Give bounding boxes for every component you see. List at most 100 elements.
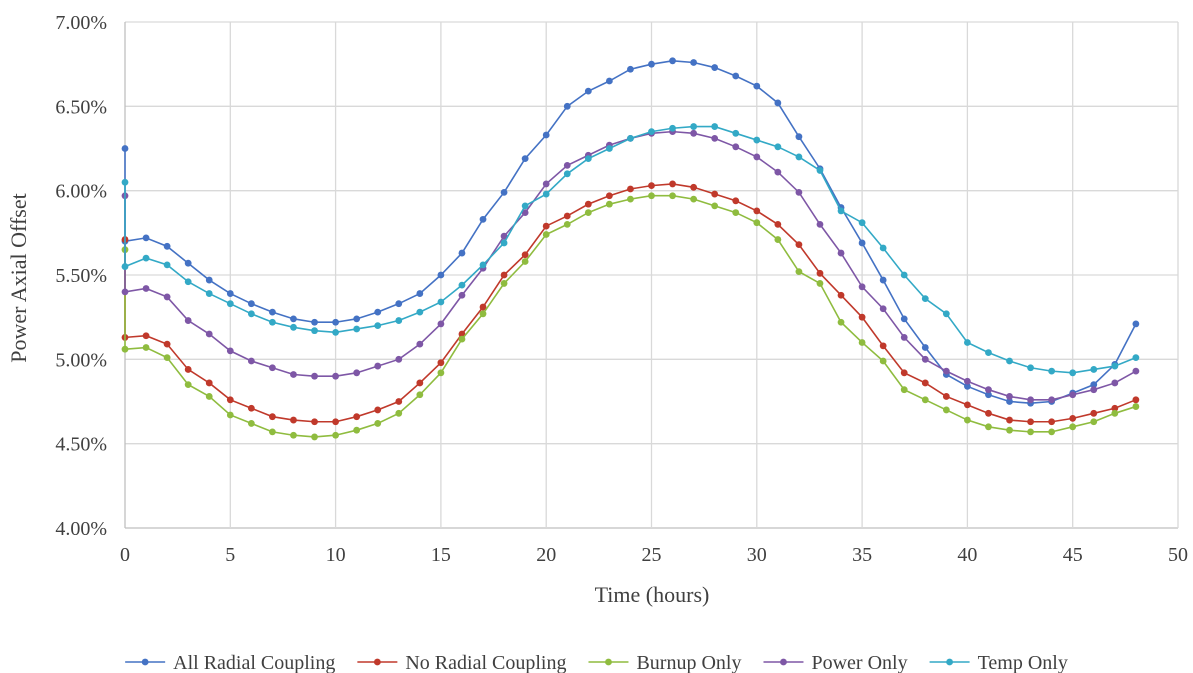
data-point-temp-only — [1006, 357, 1013, 365]
legend-item-burnup-only: Burnup Only — [588, 652, 741, 673]
data-point-all-radial-coupling — [479, 215, 487, 223]
data-point-temp-only — [753, 136, 761, 144]
data-point-no-radial-coupling — [837, 291, 845, 299]
data-point-all-radial-coupling — [311, 318, 318, 326]
data-point-no-radial-coupling — [479, 303, 487, 311]
data-point-temp-only — [627, 134, 634, 142]
data-point-temp-only — [942, 310, 950, 318]
data-point-burnup-only — [205, 393, 213, 400]
data-point-temp-only — [226, 300, 234, 308]
data-point-no-radial-coupling — [500, 271, 508, 279]
data-point-temp-only — [795, 153, 803, 161]
data-point-all-radial-coupling — [184, 259, 192, 267]
data-point-no-radial-coupling — [1048, 418, 1056, 426]
series-no-radial-coupling — [121, 180, 1140, 426]
data-point-burnup-only — [837, 318, 845, 326]
data-point-temp-only — [858, 219, 866, 227]
data-point-power-only — [269, 364, 276, 372]
data-point-no-radial-coupling — [648, 182, 655, 190]
data-point-no-radial-coupling — [563, 212, 571, 220]
data-point-no-radial-coupling — [858, 313, 866, 321]
data-point-burnup-only — [816, 280, 824, 287]
data-point-no-radial-coupling — [921, 379, 929, 387]
data-point-burnup-only — [858, 339, 866, 346]
legend-label: Burnup Only — [636, 652, 741, 673]
data-point-burnup-only — [142, 344, 150, 351]
legend-item-no-radial-coupling: No Radial Coupling — [357, 652, 566, 673]
data-point-burnup-only — [900, 386, 908, 394]
data-point-no-radial-coupling — [437, 359, 445, 367]
data-point-power-only — [985, 386, 992, 394]
data-point-all-radial-coupling — [690, 59, 698, 66]
data-point-no-radial-coupling — [1006, 416, 1013, 424]
data-point-power-only — [311, 372, 318, 380]
data-point-power-only — [711, 134, 719, 142]
data-point-temp-only — [353, 325, 361, 333]
data-point-all-radial-coupling — [732, 72, 740, 80]
data-point-temp-only — [458, 281, 466, 289]
data-point-temp-only — [416, 308, 424, 316]
data-point-burnup-only — [374, 420, 382, 427]
data-point-burnup-only — [921, 396, 929, 404]
data-point-no-radial-coupling — [964, 401, 971, 409]
data-point-no-radial-coupling — [816, 269, 824, 277]
legend-label: Temp Only — [978, 652, 1068, 673]
data-point-no-radial-coupling — [184, 366, 192, 373]
data-point-burnup-only — [163, 354, 171, 362]
legend-swatch-marker — [373, 658, 381, 666]
data-point-all-radial-coupling — [226, 290, 234, 297]
legend-item-temp-only: Temp Only — [929, 652, 1068, 673]
x-tick-labels: 0 5 10 15 20 25 30 35 40 45 50 — [120, 544, 1188, 566]
data-point-power-only — [500, 232, 508, 240]
data-point-all-radial-coupling — [795, 133, 803, 141]
data-point-power-only — [1027, 396, 1034, 404]
data-point-temp-only — [1069, 369, 1077, 377]
legend-item-all-radial-coupling: All Radial Coupling — [125, 652, 335, 673]
data-point-power-only — [900, 334, 908, 341]
data-point-burnup-only — [332, 431, 339, 439]
data-point-burnup-only — [247, 420, 255, 427]
data-point-no-radial-coupling — [269, 413, 276, 421]
data-point-burnup-only — [521, 258, 529, 265]
y-tick-label: 5.50% — [55, 265, 107, 287]
data-point-power-only — [858, 283, 866, 291]
data-point-no-radial-coupling — [311, 418, 318, 426]
data-point-power-only — [416, 340, 424, 348]
data-point-temp-only — [690, 123, 698, 130]
x-axis-title: Time (hours) — [595, 582, 710, 607]
data-point-power-only — [795, 188, 803, 196]
data-point-no-radial-coupling — [142, 332, 150, 340]
data-point-burnup-only — [353, 426, 361, 434]
data-point-temp-only — [121, 263, 129, 270]
data-point-temp-only — [605, 145, 613, 152]
series-line-temp-only — [124, 125, 1137, 374]
data-point-power-only — [879, 305, 887, 313]
data-point-temp-only — [774, 143, 782, 151]
data-point-no-radial-coupling — [353, 413, 361, 421]
data-point-burnup-only — [395, 409, 403, 417]
data-point-all-radial-coupling — [542, 131, 550, 139]
data-point-all-radial-coupling — [500, 188, 508, 196]
data-point-power-only — [942, 367, 950, 375]
data-point-no-radial-coupling — [1027, 418, 1034, 426]
data-point-power-only — [437, 320, 445, 328]
data-point-burnup-only — [121, 345, 129, 353]
data-point-temp-only — [816, 167, 824, 174]
data-point-no-radial-coupling — [1132, 396, 1140, 404]
x-tick-label: 30 — [747, 544, 767, 566]
data-point-no-radial-coupling — [205, 379, 213, 387]
data-point-all-radial-coupling — [900, 315, 908, 323]
data-point-all-radial-coupling — [521, 155, 529, 163]
data-point-burnup-only — [605, 200, 613, 208]
series-burnup-only — [121, 192, 1140, 441]
data-point-burnup-only — [311, 433, 318, 441]
data-point-burnup-only — [753, 219, 761, 227]
y-tick-labels: 4.00% 4.50% 5.00% 5.50% 6.00% 6.50% 7.00% — [55, 12, 107, 540]
data-point-no-radial-coupling — [458, 330, 466, 338]
data-point-no-radial-coupling — [226, 396, 234, 404]
data-point-temp-only — [437, 298, 445, 306]
data-point-temp-only — [311, 327, 318, 335]
data-point-power-only — [1006, 393, 1013, 400]
series-line-burnup-only — [124, 194, 1137, 438]
data-point-temp-only — [290, 323, 297, 331]
